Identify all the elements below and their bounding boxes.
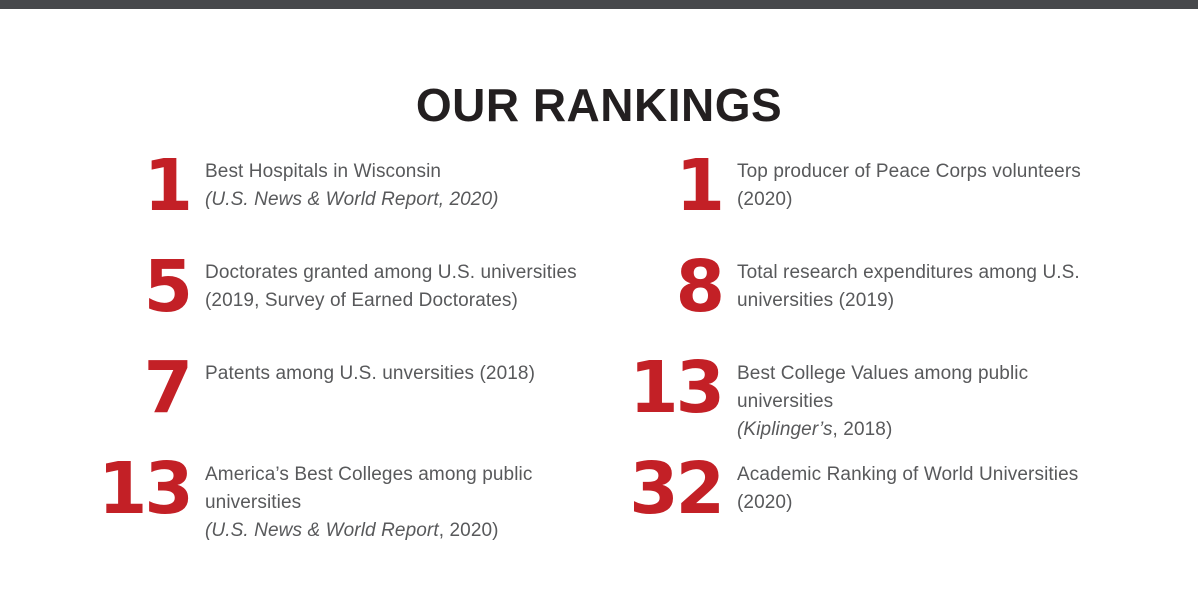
ranking-description: America’s Best Colleges among public uni… xyxy=(205,460,585,545)
page-title: OUR RANKINGS xyxy=(415,79,783,131)
ranking-text-line2: (Kiplinger’s, 2018) xyxy=(737,419,893,440)
rankings-grid: 1 Best Hospitals in Wisconsin (U.S. News… xyxy=(98,144,1108,561)
ranking-text-line1: Top producer of Peace Corps volunteers xyxy=(737,161,1081,182)
ranking-number: 1 xyxy=(675,144,725,227)
ranking-number: 1 xyxy=(143,144,193,227)
ranking-text-line2: (2019, Survey of Earned Doctorates) xyxy=(205,290,518,311)
ranking-number: 8 xyxy=(675,245,725,328)
ranking-text-line1: Best College Values among public univers… xyxy=(737,363,1029,412)
ranking-text-line2: (2020) xyxy=(737,189,793,210)
ranking-number: 32 xyxy=(629,447,725,530)
ranking-text-line1: Doctorates granted among U.S. universiti… xyxy=(205,262,577,283)
ranking-description: Patents among U.S. unversities (2018) xyxy=(205,359,535,388)
ranking-item: 1 Top producer of Peace Corps volunteers… xyxy=(625,144,1108,258)
ranking-item: 13 Best College Values among public univ… xyxy=(625,346,1108,460)
ranking-description: Doctorates granted among U.S. universiti… xyxy=(205,258,577,315)
ranking-item: 8 Total research expenditures among U.S.… xyxy=(625,245,1108,359)
ranking-text-line2: (U.S. News & World Report, 2020) xyxy=(205,520,499,541)
ranking-number: 5 xyxy=(143,245,193,328)
ranking-number: 13 xyxy=(629,346,725,429)
ranking-description: Best Hospitals in Wisconsin (U.S. News &… xyxy=(205,157,499,214)
ranking-text-line1: Patents among U.S. unversities (2018) xyxy=(205,363,536,384)
ranking-text-line1: America’s Best Colleges among public uni… xyxy=(205,464,533,513)
rankings-column-right: 1 Top producer of Peace Corps volunteers… xyxy=(625,144,1108,561)
ranking-description: Total research expenditures among U.S. u… xyxy=(737,258,1080,315)
ranking-text-line1: Academic Ranking of World Universities (… xyxy=(737,464,1079,513)
ranking-text-line1: Total research expenditures among U.S. xyxy=(737,262,1080,283)
ranking-item: 5 Doctorates granted among U.S. universi… xyxy=(98,245,585,359)
ranking-number: 13 xyxy=(98,447,194,530)
ranking-item: 7 Patents among U.S. unversities (2018) xyxy=(98,346,585,460)
ranking-text-line2: universities (2019) xyxy=(737,290,895,311)
ranking-description: Top producer of Peace Corps volunteers (… xyxy=(737,157,1081,214)
ranking-number: 7 xyxy=(143,346,193,429)
ranking-description: Academic Ranking of World Universities (… xyxy=(737,460,1108,517)
ranking-text-line2: (U.S. News & World Report, 2020) xyxy=(205,189,499,210)
ranking-text-line1: Best Hospitals in Wisconsin xyxy=(205,161,442,182)
ranking-item: 13 America’s Best Colleges among public … xyxy=(98,447,585,561)
ranking-item: 32 Academic Ranking of World Universitie… xyxy=(625,447,1108,561)
ranking-description: Best College Values among public univers… xyxy=(737,359,1108,444)
top-bar xyxy=(0,0,1198,9)
rankings-column-left: 1 Best Hospitals in Wisconsin (U.S. News… xyxy=(98,144,585,561)
ranking-item: 1 Best Hospitals in Wisconsin (U.S. News… xyxy=(98,144,585,258)
